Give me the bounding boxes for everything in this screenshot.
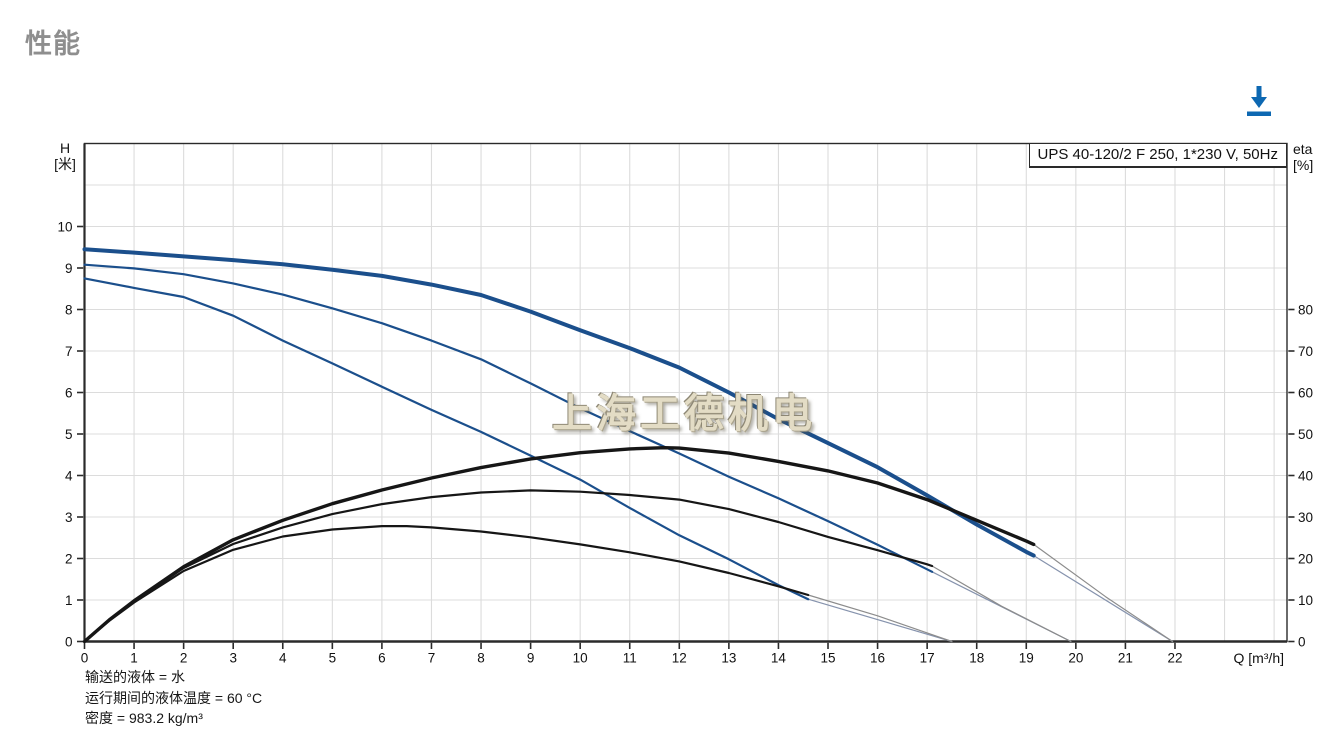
eta-tick-label: 0 bbox=[1298, 634, 1306, 649]
eta-tick-label: 50 bbox=[1298, 427, 1313, 442]
download-button[interactable] bbox=[1244, 84, 1274, 120]
eta-tail-speed2 bbox=[931, 565, 1072, 643]
x-tick-label: 9 bbox=[527, 651, 535, 666]
eta-curve-speed1 bbox=[83, 525, 810, 643]
x-tick-label: 4 bbox=[279, 651, 287, 666]
right-axis-title: eta [%] bbox=[1293, 141, 1313, 173]
x-tick-label: 0 bbox=[81, 651, 89, 666]
watermark: 上海工德机电 bbox=[552, 390, 816, 437]
eta-tick-label: 60 bbox=[1298, 385, 1313, 400]
left-axis-title-line2: [米] bbox=[54, 156, 76, 172]
plot-frame bbox=[83, 142, 1288, 643]
x-tick-label: 19 bbox=[1019, 651, 1034, 666]
eta-curve-speed2 bbox=[83, 489, 934, 643]
footer-note-temperature: 运行期间的液体温度 = 60 °C bbox=[85, 689, 263, 706]
x-tick-label: 10 bbox=[573, 651, 588, 666]
eta-tick-label: 10 bbox=[1298, 593, 1313, 608]
h-tick-label: 3 bbox=[65, 510, 73, 525]
head-tail-speed1 bbox=[807, 598, 953, 643]
x-tick-label: 5 bbox=[329, 651, 337, 666]
head-curve-speed2 bbox=[83, 263, 934, 573]
x-tick-label: 18 bbox=[969, 651, 984, 666]
x-tick-label: 15 bbox=[820, 651, 835, 666]
x-tick-label: 22 bbox=[1167, 651, 1182, 666]
eta-tail-speed1 bbox=[807, 594, 953, 643]
footer-note-density: 密度 = 983.2 kg/m³ bbox=[85, 710, 203, 726]
curves bbox=[82, 247, 1174, 644]
x-tick-label: 11 bbox=[623, 651, 637, 666]
eta-tick-label: 40 bbox=[1298, 468, 1313, 483]
eta-tick-label: 70 bbox=[1298, 344, 1313, 359]
page-title: 性能 bbox=[25, 29, 81, 59]
head-curve-speed1 bbox=[83, 277, 810, 601]
pump-model-label: UPS 40-120/2 F 250, 1*230 V, 50Hz bbox=[1028, 143, 1287, 168]
eta-tail-speed3 bbox=[1033, 543, 1174, 643]
x-tick-label: 8 bbox=[477, 651, 485, 666]
axis-ticks-and-labels: 0 1 2 3 4 5 6 7 8 9 10 11 12 13 14 15 16 17 18 19 20 21 220123… bbox=[57, 219, 1313, 665]
x-tick-label: 7 bbox=[428, 651, 436, 666]
eta-curve-speed3 bbox=[82, 446, 1036, 644]
h-tick-label: 0 bbox=[65, 634, 73, 649]
h-tick-label: 8 bbox=[65, 302, 73, 317]
x-axis-title: Q [m³/h] bbox=[1233, 650, 1284, 666]
head-curve-speed3 bbox=[82, 247, 1036, 558]
right-axis-title-line1: eta bbox=[1293, 141, 1313, 157]
eta-tick-label: 30 bbox=[1298, 510, 1313, 525]
h-tick-label: 4 bbox=[65, 468, 73, 483]
x-tick-label: 21 bbox=[1118, 651, 1133, 666]
x-tick-label: 14 bbox=[771, 651, 787, 666]
x-tick-label: 2 bbox=[180, 651, 188, 666]
h-tick-label: 5 bbox=[65, 427, 73, 442]
eta-tick-label: 20 bbox=[1298, 551, 1313, 566]
x-tick-label: 17 bbox=[920, 651, 935, 666]
head-tail-speed3 bbox=[1033, 555, 1174, 643]
x-tick-label: 16 bbox=[870, 651, 885, 666]
h-tick-label: 1 bbox=[65, 593, 73, 608]
x-tick-label: 13 bbox=[721, 651, 736, 666]
grid-lines bbox=[84, 143, 1287, 642]
footer-note-liquid: 输送的液体 = 水 bbox=[85, 669, 185, 685]
eta-tick-label: 80 bbox=[1298, 302, 1313, 317]
h-tick-label: 10 bbox=[57, 219, 72, 234]
h-tick-label: 7 bbox=[65, 344, 73, 359]
h-tick-label: 6 bbox=[65, 385, 73, 400]
x-tick-label: 1 bbox=[130, 651, 138, 666]
x-tick-label: 20 bbox=[1068, 651, 1083, 666]
left-axis-title-line1: H bbox=[59, 140, 71, 156]
download-icon bbox=[1247, 86, 1271, 116]
right-axis-title-line2: [%] bbox=[1293, 157, 1314, 173]
left-axis-title: H [米] bbox=[44, 140, 86, 172]
x-tick-label: 6 bbox=[378, 651, 386, 666]
footer-notes: 输送的液体 = 水 运行期间的液体温度 = 60 °C 密度 = 983.2 k… bbox=[85, 667, 262, 729]
x-tick-label: 12 bbox=[672, 651, 687, 666]
h-tick-label: 2 bbox=[65, 551, 73, 566]
h-tick-label: 9 bbox=[65, 261, 73, 276]
x-tick-label: 3 bbox=[229, 651, 237, 666]
